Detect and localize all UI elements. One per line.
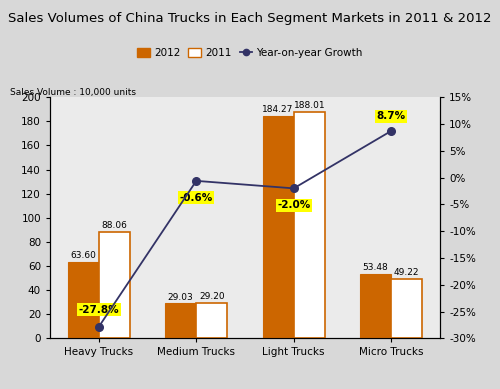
Bar	[262, 116, 294, 338]
Bar	[196, 303, 228, 338]
Legend: 2012, 2011, Year-on-year Growth: 2012, 2011, Year-on-year Growth	[133, 44, 367, 63]
Text: 188.01: 188.01	[294, 101, 325, 110]
Text: -0.6%: -0.6%	[180, 193, 213, 203]
Bar	[360, 274, 391, 338]
Bar	[294, 112, 325, 338]
Bar	[68, 262, 99, 338]
Text: 29.20: 29.20	[199, 293, 224, 301]
Bar	[165, 303, 196, 338]
Text: Sales Volume : 10,000 units: Sales Volume : 10,000 units	[10, 88, 136, 96]
Text: 88.06: 88.06	[102, 221, 128, 230]
Text: 29.03: 29.03	[168, 293, 194, 301]
Text: -27.8%: -27.8%	[78, 305, 119, 315]
Text: 8.7%: 8.7%	[376, 111, 406, 121]
Text: 53.48: 53.48	[362, 263, 388, 272]
Text: Sales Volumes of China Trucks in Each Segment Markets in 2011 & 2012: Sales Volumes of China Trucks in Each Se…	[8, 12, 492, 25]
Bar	[99, 232, 130, 338]
Bar	[391, 279, 422, 338]
Text: 49.22: 49.22	[394, 268, 419, 277]
Text: -2.0%: -2.0%	[277, 200, 310, 210]
Text: 184.27: 184.27	[262, 105, 294, 114]
Text: 63.60: 63.60	[70, 251, 96, 260]
